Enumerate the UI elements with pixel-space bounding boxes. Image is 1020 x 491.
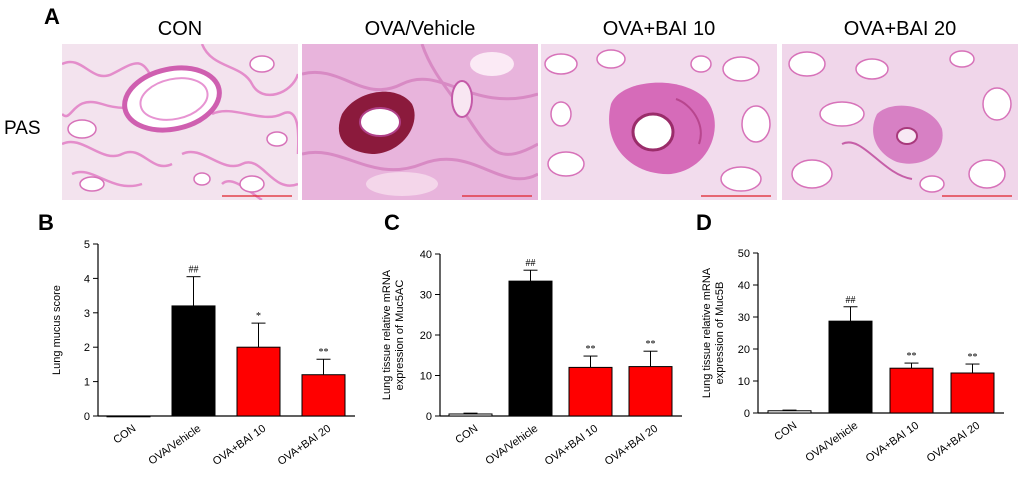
bar-2 (236, 346, 281, 417)
category-label: OVA/Vehicle (146, 423, 203, 468)
panel-letter-b: B (38, 210, 54, 235)
y-tick-label: 20 (738, 344, 750, 356)
significance-label: * (256, 311, 261, 322)
category-label: OVA+BAI 20 (276, 423, 334, 468)
significance-label: ** (319, 347, 329, 358)
y-tick-label: 10 (738, 376, 750, 388)
category-label: OVA/Vehicle (483, 423, 540, 468)
category-label: OVA+BAI 10 (211, 423, 269, 468)
chart-c: 0 10 20 30 40 Lung tissue relative mRNA expres… (370, 230, 700, 486)
y-axis-label: expression of Muc5AC (394, 280, 406, 391)
micrograph-ova-vehicle (302, 44, 538, 200)
y-axis-label: Lung tissue relative mRNA (381, 269, 393, 400)
y-tick-label: 40 (738, 280, 750, 292)
y-tick-label: 40 (420, 249, 432, 261)
bar-1 (508, 280, 553, 417)
significance-label: ** (586, 344, 596, 355)
bar-2 (889, 367, 934, 414)
y-tick-label: 20 (420, 330, 432, 342)
y-tick-label: 0 (744, 408, 750, 420)
bar-3 (950, 372, 995, 414)
bar-3 (628, 366, 673, 417)
bar-0 (448, 413, 493, 417)
bar-0 (106, 415, 151, 418)
chart-b: 0 1 2 3 4 5 Lung mucus score CON ## OVA/Vehicle * O… (0, 230, 380, 486)
category-label: CON (111, 423, 138, 447)
category-label: OVA+BAI 20 (603, 423, 661, 468)
significance-label: ## (526, 258, 536, 269)
y-tick-label: 4 (84, 273, 90, 285)
stain-label: PAS (4, 118, 41, 139)
y-tick-label: 0 (84, 411, 90, 423)
y-tick-label: 30 (738, 312, 750, 324)
chart-d: 0 10 20 30 40 50 Lung tissue relative mRNA expr… (690, 230, 1020, 486)
group-title-con: CON (157, 18, 203, 40)
y-axis-label: expression of Muc5B (714, 282, 726, 385)
group-title-bai10: OVA+BAI 10 (602, 18, 716, 40)
y-tick-label: 30 (420, 290, 432, 302)
y-tick-label: 5 (84, 239, 90, 251)
y-axis-label: Lung tissue relative mRNA (701, 267, 713, 398)
bar-0 (767, 410, 812, 414)
significance-label: ** (646, 339, 656, 350)
category-label: CON (772, 420, 799, 444)
micrograph-ova-bai20 (782, 44, 1018, 200)
y-axis-label: Lung mucus score (51, 285, 63, 375)
panel-letter-a: A (44, 4, 60, 29)
y-tick-label: 3 (84, 308, 90, 320)
category-label: CON (453, 423, 480, 447)
category-label: OVA+BAI 10 (864, 420, 922, 465)
y-tick-label: 0 (426, 411, 432, 423)
y-tick-label: 2 (84, 342, 90, 354)
bar-1 (828, 320, 873, 414)
bar-2 (568, 366, 613, 417)
micrograph-ova-bai10 (541, 44, 777, 200)
y-tick-label: 1 (84, 377, 90, 389)
micrograph-con (62, 44, 298, 200)
bar-3 (301, 374, 346, 417)
significance-label: ** (907, 351, 917, 362)
significance-label: ## (846, 295, 856, 306)
group-title-bai20: OVA+BAI 20 (843, 18, 957, 40)
y-tick-label: 50 (738, 248, 750, 260)
panel-letter-c: C (384, 210, 400, 235)
category-label: OVA+BAI 10 (543, 423, 601, 468)
panel-letter-d: D (696, 210, 712, 235)
category-label: OVA+BAI 20 (925, 420, 983, 465)
group-title-vehicle: OVA/Vehicle (364, 18, 476, 40)
category-label: OVA/Vehicle (803, 420, 860, 465)
significance-label: ** (968, 352, 978, 363)
y-tick-label: 10 (420, 371, 432, 383)
significance-label: ## (189, 265, 199, 276)
bar-1 (171, 305, 216, 417)
